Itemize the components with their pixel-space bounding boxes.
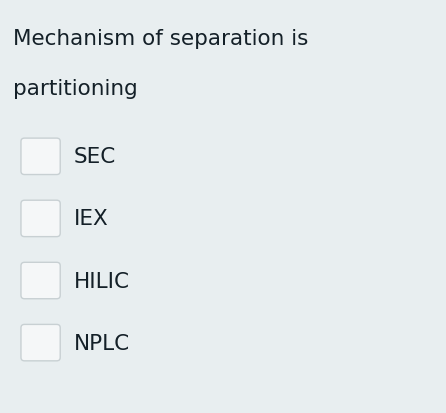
Text: HILIC: HILIC: [74, 271, 130, 291]
Text: SEC: SEC: [74, 147, 116, 167]
Text: Mechanism of separation is: Mechanism of separation is: [13, 29, 309, 49]
Text: IEX: IEX: [74, 209, 108, 229]
FancyBboxPatch shape: [21, 139, 60, 175]
FancyBboxPatch shape: [21, 201, 60, 237]
Text: NPLC: NPLC: [74, 333, 130, 353]
FancyBboxPatch shape: [21, 263, 60, 299]
Text: partitioning: partitioning: [13, 78, 138, 98]
FancyBboxPatch shape: [21, 325, 60, 361]
